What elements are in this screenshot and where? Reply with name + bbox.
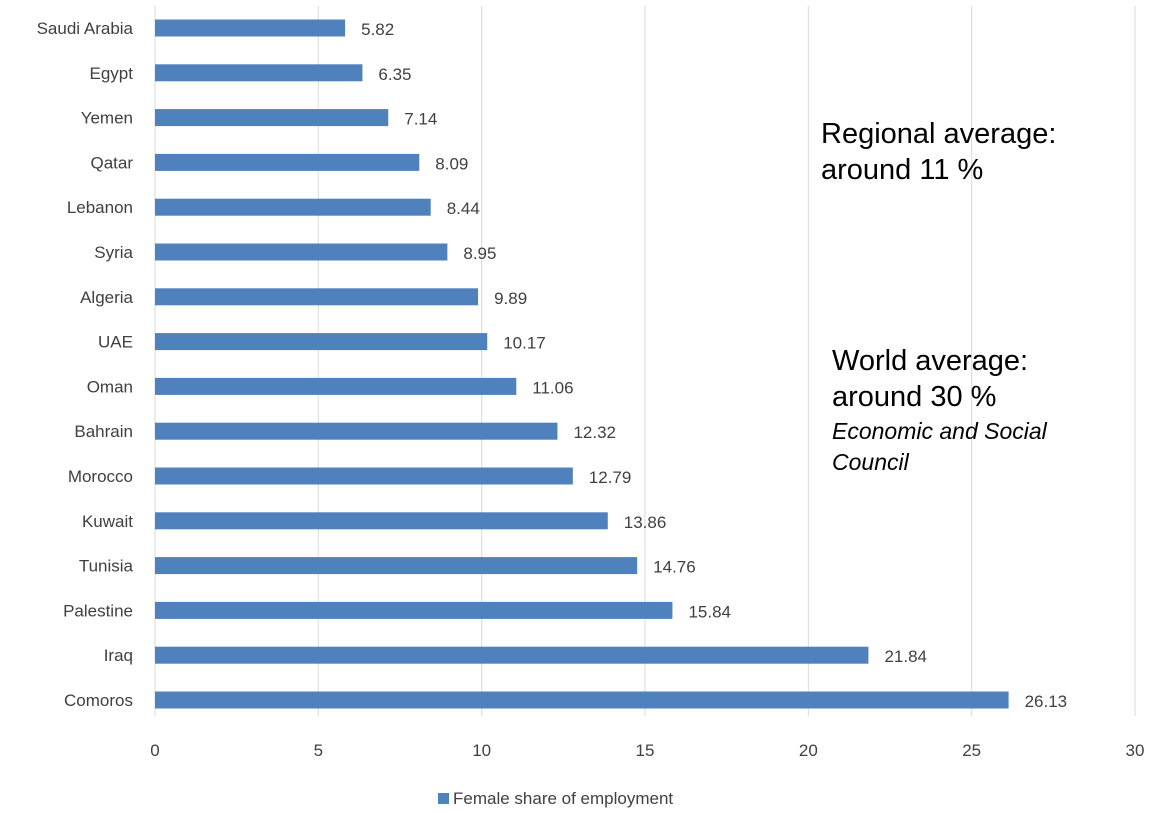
bar xyxy=(155,601,673,619)
bar xyxy=(155,691,1009,709)
source-line1: Economic and Social xyxy=(832,417,1047,444)
category-label: Palestine xyxy=(63,601,133,620)
x-tick-label: 0 xyxy=(150,741,159,760)
world-average-line1: World average: xyxy=(832,345,1029,377)
bar xyxy=(155,557,638,575)
bar xyxy=(155,64,363,82)
category-label: Kuwait xyxy=(82,512,133,531)
data-label: 12.32 xyxy=(573,423,616,442)
bar xyxy=(155,153,420,171)
category-label: UAE xyxy=(98,333,133,352)
data-label: 7.14 xyxy=(404,110,437,129)
category-label: Comoros xyxy=(64,691,133,710)
data-label: 8.44 xyxy=(447,199,480,218)
bar xyxy=(155,198,431,216)
category-label: Yemen xyxy=(81,109,133,128)
bars xyxy=(155,19,1009,709)
data-label: 12.79 xyxy=(589,468,632,487)
world-average-line2: around 30 % xyxy=(832,381,997,414)
data-label: 21.84 xyxy=(884,647,927,666)
x-tick-label: 15 xyxy=(636,741,655,760)
bar xyxy=(155,19,346,37)
x-tick-label: 10 xyxy=(472,741,491,760)
x-axis-ticks: 0 5 10 15 20 25 30 xyxy=(150,741,1144,760)
world-average-annotation: World average: around 30 % Economic and … xyxy=(832,343,1132,478)
data-label: 8.09 xyxy=(435,154,468,173)
category-label: Iraq xyxy=(104,646,133,665)
regional-average-annotation: Regional average: around 11 % xyxy=(821,116,1121,189)
x-tick-label: 25 xyxy=(962,741,981,760)
bar xyxy=(155,422,558,440)
regional-average-line1: Regional average: xyxy=(821,118,1057,150)
legend-swatch xyxy=(438,793,449,804)
category-label: Algeria xyxy=(80,288,133,307)
bar xyxy=(155,288,479,306)
regional-average-line2: around 11 % xyxy=(821,154,984,187)
data-label: 13.86 xyxy=(624,513,667,532)
category-label: Syria xyxy=(94,243,133,262)
category-labels: Saudi Arabia Egypt Yemen Qatar Lebanon Syria A… xyxy=(37,19,134,710)
legend: Female share of employment xyxy=(438,789,673,808)
data-label: 26.13 xyxy=(1025,692,1068,711)
x-tick-label: 5 xyxy=(314,741,323,760)
category-label: Oman xyxy=(87,377,133,396)
data-label: 10.17 xyxy=(503,334,546,353)
bar xyxy=(155,243,448,261)
bar xyxy=(155,646,869,664)
source-line2: Council xyxy=(832,448,909,475)
data-label: 15.84 xyxy=(688,602,731,621)
bar xyxy=(155,333,488,351)
category-label: Egypt xyxy=(90,64,134,83)
data-label: 9.89 xyxy=(494,289,527,308)
category-label: Saudi Arabia xyxy=(37,19,134,38)
bar xyxy=(155,377,517,395)
data-label: 8.95 xyxy=(463,244,496,263)
x-tick-label: 20 xyxy=(799,741,818,760)
category-label: Bahrain xyxy=(74,422,133,441)
data-label: 5.82 xyxy=(361,20,394,39)
data-label: 14.76 xyxy=(653,558,696,577)
data-label: 11.06 xyxy=(532,378,573,397)
bar xyxy=(155,512,608,530)
bar xyxy=(155,109,389,127)
category-label: Lebanon xyxy=(67,198,133,217)
data-label: 6.35 xyxy=(378,65,411,84)
x-tick-label: 30 xyxy=(1126,741,1145,760)
legend-label: Female share of employment xyxy=(453,789,673,808)
data-labels: 5.82 6.35 7.14 8.09 8.44 8.95 9.89 10.17 11.06 12… xyxy=(361,20,1067,711)
category-label: Morocco xyxy=(68,467,133,486)
category-label: Tunisia xyxy=(79,557,134,576)
category-label: Qatar xyxy=(90,153,133,172)
bar xyxy=(155,467,573,485)
